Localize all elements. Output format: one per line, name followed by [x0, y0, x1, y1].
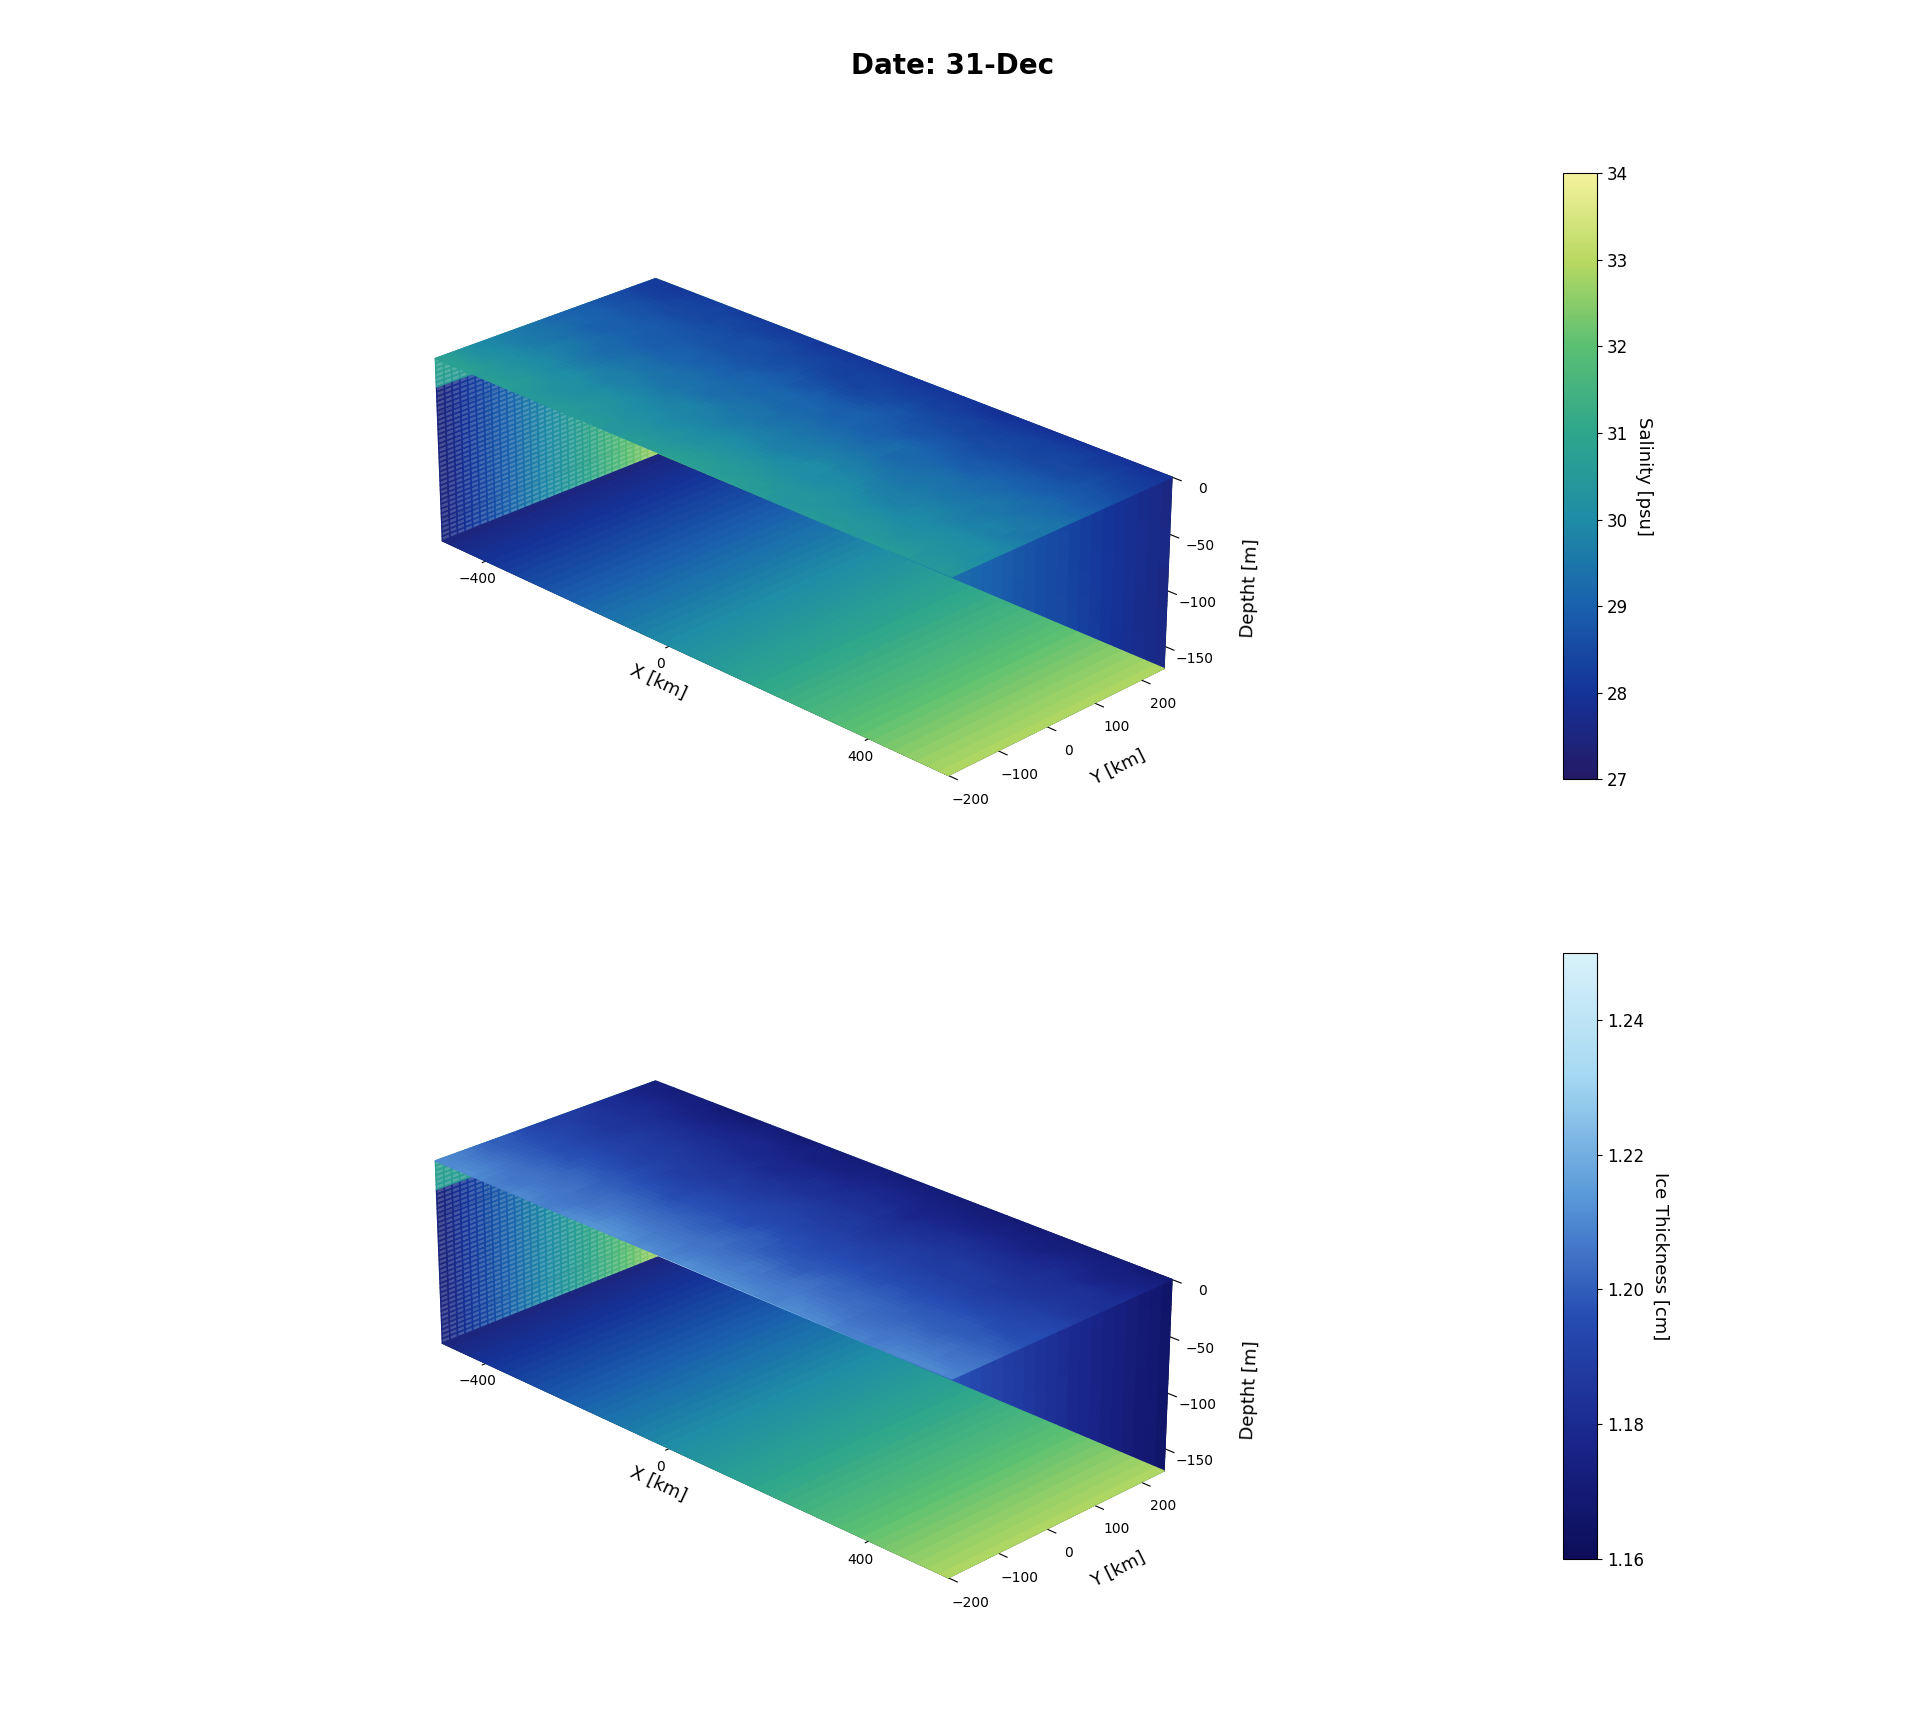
- Y-axis label: Y [km]: Y [km]: [1088, 1548, 1147, 1590]
- X-axis label: X [km]: X [km]: [627, 662, 688, 703]
- Y-axis label: Ice Thickness [cm]: Ice Thickness [cm]: [1650, 1171, 1669, 1341]
- X-axis label: X [km]: X [km]: [627, 1464, 688, 1505]
- Y-axis label: Y [km]: Y [km]: [1088, 746, 1147, 788]
- Y-axis label: Salinity [psu]: Salinity [psu]: [1634, 417, 1652, 535]
- Text: Date: 31-Dec: Date: 31-Dec: [852, 52, 1053, 80]
